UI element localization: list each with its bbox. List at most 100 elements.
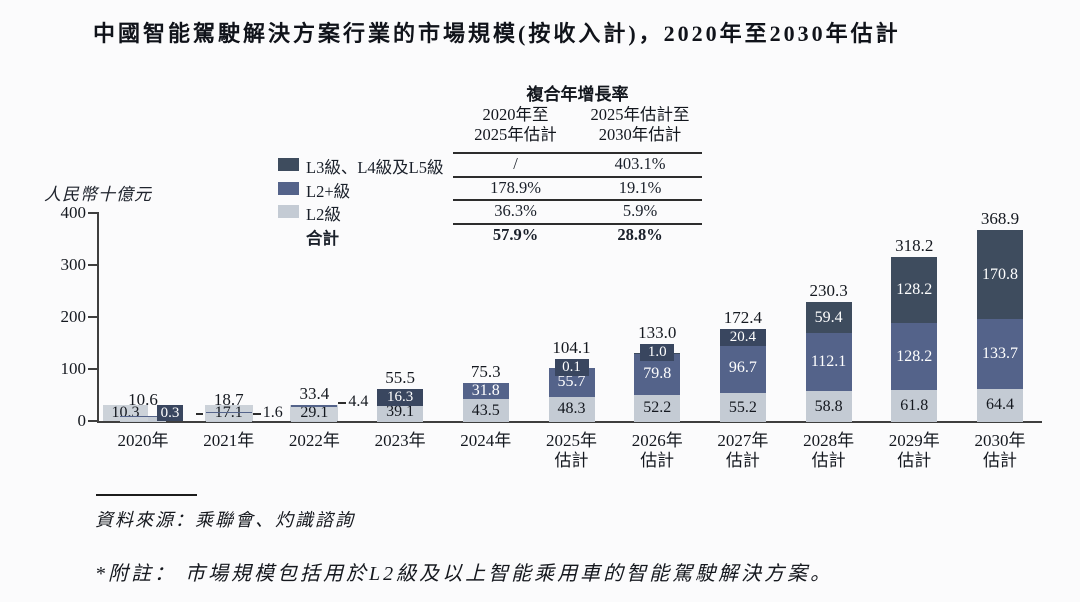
bar-segment-l2 xyxy=(891,389,938,422)
bar-total-label: 104.1 xyxy=(552,337,591,357)
bar-segment-l2 xyxy=(634,394,681,422)
cagr-table-title: 複合年增長率 xyxy=(526,85,629,104)
segment-value-label: 128.2 xyxy=(896,280,933,298)
y-tick-label: 100 xyxy=(60,359,87,378)
y-axis-unit-label: 人民幣十億元 xyxy=(44,185,152,204)
legend-swatch-l2plus xyxy=(278,181,299,195)
segment-value-label: 59.4 xyxy=(814,308,843,326)
legend-label: L3級、L4級及L5級 xyxy=(306,158,444,177)
segment-value-label: 61.8 xyxy=(900,396,929,414)
cagr-value: / xyxy=(513,154,518,173)
x-axis-category-label: 2021年 xyxy=(203,431,255,450)
x-axis-category-label: 2020年 xyxy=(117,431,169,450)
bar-total-label: 18.7 xyxy=(213,390,244,409)
segment-value-chip: 10.3 xyxy=(103,404,148,421)
cagr-rule xyxy=(453,152,702,154)
legend-swatch-l3 xyxy=(278,158,299,171)
bar-total-label: 172.4 xyxy=(723,308,763,328)
x-axis-category-label: 2027年 估計 xyxy=(717,431,769,470)
source-note: 資料來源：乘聯會、灼識諮詢 xyxy=(95,510,355,530)
bar-segment-l3 xyxy=(977,230,1023,319)
bar-total-label: 75.3 xyxy=(470,361,501,381)
bar-segment-l2 xyxy=(977,388,1023,422)
x-axis-line xyxy=(97,421,1042,423)
segment-value-label: 48.3 xyxy=(557,400,586,418)
segment-value-label: 170.8 xyxy=(982,265,1018,283)
cagr-value: 5.9% xyxy=(622,201,658,220)
segment-value-label: 58.8 xyxy=(814,397,843,415)
bar-segment-l2plus xyxy=(805,333,852,392)
bar-total-label: 33.4 xyxy=(299,383,330,403)
segment-value-label: 96.7 xyxy=(728,359,757,377)
leader-line xyxy=(252,413,261,415)
segment-value-label: 4.4 xyxy=(348,392,369,410)
segment-value-label: 55.7 xyxy=(557,373,586,391)
y-tick-label: 200 xyxy=(60,307,87,326)
legend-label: 合計 xyxy=(306,228,339,248)
y-tick-mark xyxy=(88,368,98,370)
bar-segment-l2 xyxy=(377,401,424,422)
x-axis-category-label: 2023年 xyxy=(374,431,426,450)
segment-value-label: 128.2 xyxy=(896,347,933,365)
segment-value-label: 39.1 xyxy=(386,402,415,420)
x-axis-category-label: 2028年 估計 xyxy=(803,431,855,470)
cagr-col-header: 2025年估計至 2030年估計 xyxy=(590,105,690,144)
segment-value-label: 43.5 xyxy=(471,401,500,419)
segment-value-label: 31.8 xyxy=(471,382,500,400)
cagr-value: 36.3% xyxy=(494,201,537,220)
segment-value-label: 79.8 xyxy=(643,365,672,383)
y-tick-label: 300 xyxy=(60,255,87,274)
bar-total-label: 368.9 xyxy=(980,209,1020,229)
bar-segment-l2 xyxy=(462,399,509,422)
legend-swatch-l2 xyxy=(278,205,299,218)
cagr-rule xyxy=(453,222,702,225)
segment-value-chip: 29.1 xyxy=(290,404,339,421)
bar-segment-l3 xyxy=(891,256,938,324)
bar-segment-l2plus xyxy=(977,318,1023,389)
y-tick-mark xyxy=(88,212,98,214)
segment-value-badge: 0.3 xyxy=(157,405,183,421)
segment-value-label: 133.7 xyxy=(982,344,1018,362)
bar-total-label: 10.6 xyxy=(128,390,158,409)
y-tick-mark xyxy=(88,316,98,318)
segment-value-badge: 0.1 xyxy=(554,358,589,376)
x-axis-category-label: 2025年 估計 xyxy=(546,431,597,470)
segment-value-badge: 1.0 xyxy=(640,343,675,361)
cagr-value: 28.8% xyxy=(617,224,663,244)
asterisk-note: *附註： 市場規模包括用於L2級及以上智能乘用車的智能駕駛解決方案。 xyxy=(95,563,834,585)
leader-line xyxy=(195,413,203,415)
bar-segment-l2 xyxy=(548,396,595,422)
cagr-value: 57.9% xyxy=(492,224,539,244)
bar-total-label: 230.3 xyxy=(809,281,848,301)
segment-value-label: 52.2 xyxy=(643,399,672,417)
cagr-value: 403.1% xyxy=(614,154,666,173)
y-axis-line xyxy=(97,212,99,422)
y-tick-label: 0 xyxy=(77,411,87,430)
y-tick-mark xyxy=(88,264,98,266)
segment-value-label: 64.4 xyxy=(986,396,1014,414)
bar-total-label: 318.2 xyxy=(895,235,934,255)
legend-label: L2+級 xyxy=(306,181,351,201)
cagr-rule xyxy=(453,175,702,178)
bar-segment-l2plus xyxy=(462,382,509,400)
leader-line xyxy=(338,401,347,404)
bar-total-label: 133.0 xyxy=(638,322,677,342)
cagr-value: 19.1% xyxy=(618,177,662,197)
cagr-col-header: 2020年至 2025年估計 xyxy=(474,105,557,144)
segment-value-label: 112.1 xyxy=(810,353,847,371)
footer-divider xyxy=(96,494,197,496)
bar-total-label: 55.5 xyxy=(385,367,415,387)
bar-segment-l3 xyxy=(805,302,852,334)
y-tick-mark xyxy=(88,420,98,422)
x-axis-category-label: 2022年 xyxy=(288,431,340,450)
segment-value-label: 55.2 xyxy=(728,398,757,416)
cagr-rule xyxy=(453,199,702,201)
bar-segment-l2plus xyxy=(719,343,766,394)
bar-segment-l2plus xyxy=(205,412,252,414)
segment-value-badge: 16.3 xyxy=(377,388,424,406)
x-axis-category-label: 2030年 估計 xyxy=(974,431,1026,470)
bar-segment-l2 xyxy=(805,391,852,422)
bar-segment-l2 xyxy=(719,393,766,422)
page-title: 中國智能駕駛解決方案行業的市場規模(按收入計)，2020年至2030年估計 xyxy=(93,21,901,46)
